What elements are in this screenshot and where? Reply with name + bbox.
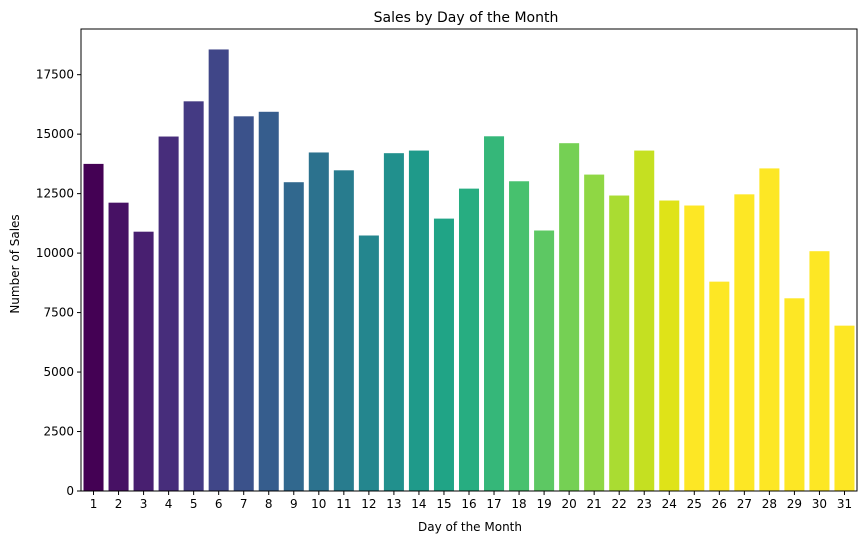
x-tick-label: 3 xyxy=(140,497,148,511)
x-tick-label: 8 xyxy=(265,497,273,511)
plot-area xyxy=(80,28,858,492)
bar-day-17 xyxy=(484,136,505,492)
bar-day-26 xyxy=(709,281,730,491)
x-tick-label: 6 xyxy=(215,497,223,511)
x-tick-label: 31 xyxy=(837,497,852,511)
x-tick-label: 20 xyxy=(561,497,576,511)
x-tick-label: 1 xyxy=(90,497,98,511)
x-tick-label: 24 xyxy=(662,497,677,511)
y-tick-label: 17500 xyxy=(36,68,74,82)
bar-day-8 xyxy=(258,111,279,491)
bar-day-28 xyxy=(759,168,780,491)
bar-day-27 xyxy=(734,194,755,491)
bar-day-23 xyxy=(634,150,655,491)
bar-day-12 xyxy=(358,235,379,491)
bar-day-25 xyxy=(684,205,705,491)
x-tick-label: 11 xyxy=(336,497,351,511)
x-tick-label: 5 xyxy=(190,497,198,511)
x-tick-label: 7 xyxy=(240,497,248,511)
y-tick-label: 5000 xyxy=(43,365,74,379)
bar-day-18 xyxy=(509,181,530,491)
y-axis-label: Number of Sales xyxy=(8,214,22,313)
bar-day-30 xyxy=(809,251,830,491)
bar-day-4 xyxy=(158,136,179,491)
x-tick-label: 15 xyxy=(436,497,451,511)
x-tick-label: 28 xyxy=(762,497,777,511)
bar-day-2 xyxy=(108,202,129,492)
bar-day-19 xyxy=(534,230,555,491)
y-tick-label: 10000 xyxy=(36,246,74,260)
bar-day-22 xyxy=(609,195,630,491)
x-tick-label: 9 xyxy=(290,497,298,511)
x-tick-label: 4 xyxy=(165,497,173,511)
bar-day-3 xyxy=(133,231,154,491)
x-tick-label: 14 xyxy=(411,497,426,511)
bar-day-21 xyxy=(584,174,605,491)
bar-day-11 xyxy=(333,170,354,491)
bar-day-20 xyxy=(559,143,580,491)
bar-day-10 xyxy=(308,152,329,491)
x-tick-label: 19 xyxy=(536,497,551,511)
x-axis: 1 2 3 4 5 6 7 8 9 10 11 12 13 14 15 16 17 18 19 20 21 22 23 24 2… xyxy=(90,491,852,511)
x-axis-label: Day of the Month xyxy=(418,520,522,534)
chart-title: Sales by Day of the Month xyxy=(374,10,559,26)
x-tick-label: 2 xyxy=(115,497,123,511)
x-tick-label: 23 xyxy=(637,497,652,511)
bar-day-16 xyxy=(458,188,480,491)
bar-day-9 xyxy=(283,182,304,491)
y-tick-label: 7500 xyxy=(43,306,74,320)
bar-day-31 xyxy=(834,325,855,491)
x-tick-label: 18 xyxy=(511,497,526,511)
x-tick-label: 21 xyxy=(587,497,602,511)
y-tick-label: 0 xyxy=(66,484,74,498)
x-tick-label: 10 xyxy=(311,497,326,511)
bar-day-29 xyxy=(784,298,805,491)
x-tick-label: 17 xyxy=(486,497,501,511)
y-tick-label: 12500 xyxy=(36,187,74,201)
bar-day-1 xyxy=(83,163,104,491)
bar-day-6 xyxy=(208,49,229,492)
x-tick-label: 30 xyxy=(812,497,827,511)
bar-day-14 xyxy=(408,150,429,491)
x-tick-label: 26 xyxy=(712,497,727,511)
y-tick-label: 15000 xyxy=(36,127,74,141)
bar-day-24 xyxy=(659,200,680,491)
x-tick-label: 27 xyxy=(737,497,752,511)
bar-day-13 xyxy=(383,153,404,491)
x-tick-label: 16 xyxy=(461,497,476,511)
bar-day-15 xyxy=(433,218,454,492)
bar-day-7 xyxy=(233,116,254,491)
x-tick-label: 12 xyxy=(361,497,376,511)
y-tick-label: 2500 xyxy=(43,425,74,439)
x-tick-label: 13 xyxy=(386,497,401,511)
x-tick-label: 22 xyxy=(612,497,627,511)
x-tick-label: 25 xyxy=(687,497,702,511)
x-tick-label: 29 xyxy=(787,497,802,511)
y-axis: 0 2500 5000 7500 10000 12500 15000 17500 xyxy=(36,68,81,498)
bar-day-5 xyxy=(183,101,204,491)
